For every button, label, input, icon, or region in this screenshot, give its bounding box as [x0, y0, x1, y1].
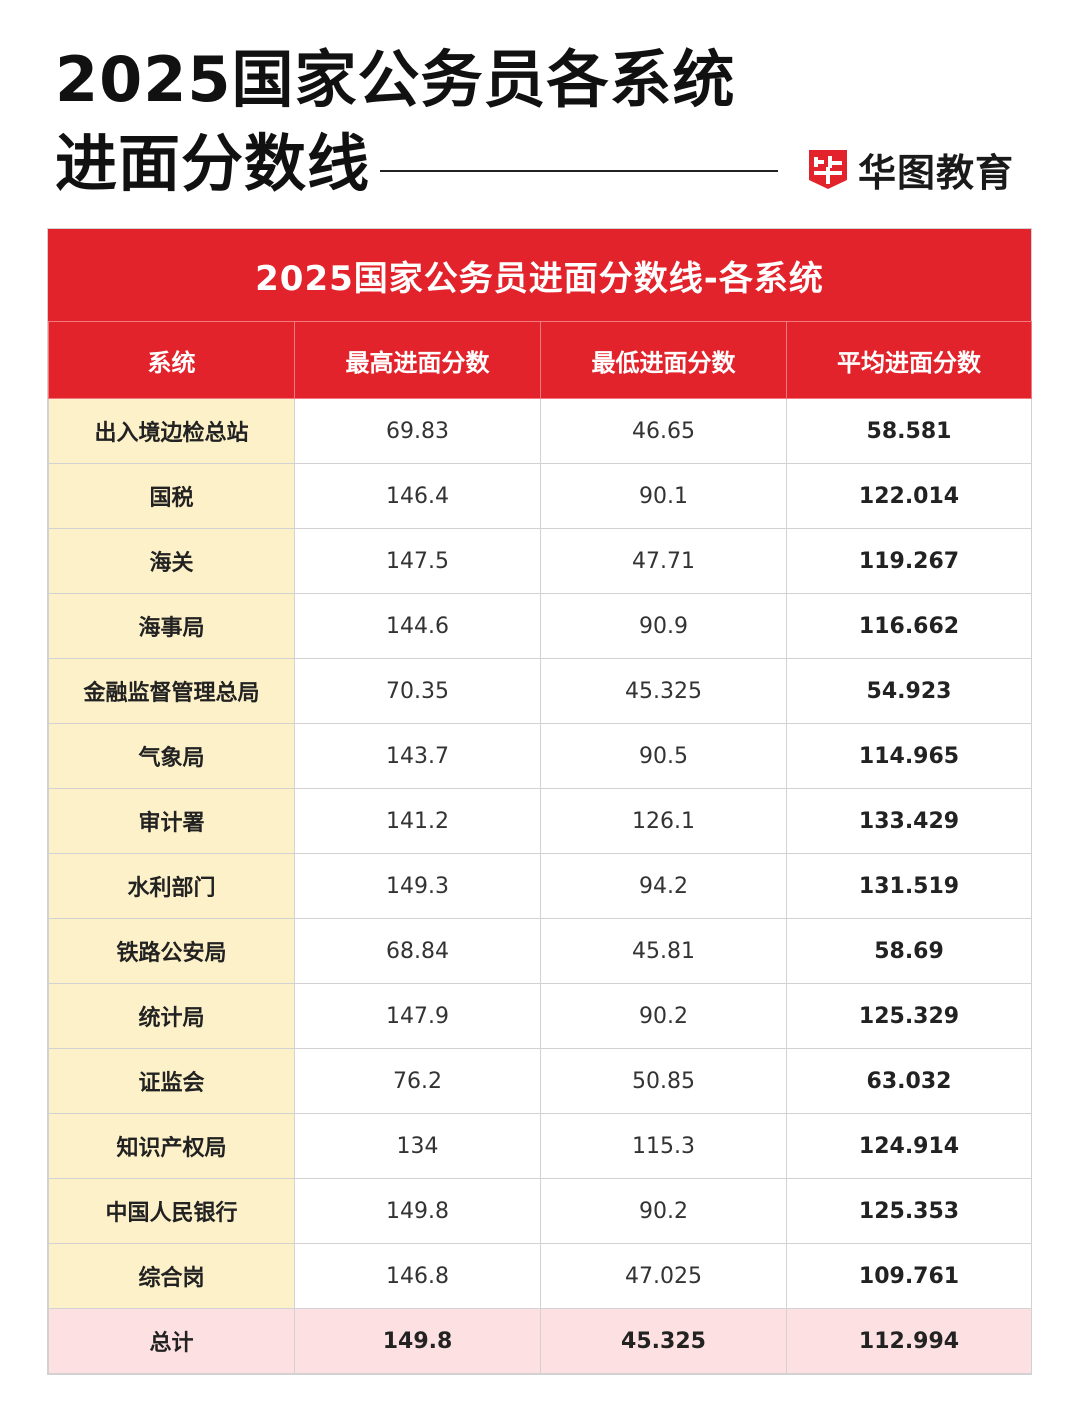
- brand-name: 华图教育: [858, 150, 1015, 195]
- column-header-system: 系统: [48, 321, 295, 399]
- table-caption: 2025国家公务员进面分数线-各系统: [48, 229, 1031, 321]
- min-score-cell: 94.2: [540, 853, 787, 919]
- min-score-cell: 46.65: [540, 398, 787, 464]
- system-cell: 中国人民银行: [48, 1178, 295, 1244]
- title-divider: [380, 170, 778, 172]
- total-avg-cell: 112.994: [786, 1308, 1032, 1374]
- table-row: 证监会 76.2 50.85 63.032: [48, 1048, 1032, 1114]
- table-row: 金融监督管理总局 70.35 45.325 54.923: [48, 658, 1032, 724]
- min-score-cell: 90.2: [540, 983, 787, 1049]
- system-cell: 国税: [48, 463, 295, 529]
- min-score-cell: 47.71: [540, 528, 787, 594]
- total-max-cell: 149.8: [294, 1308, 541, 1374]
- max-score-cell: 144.6: [294, 593, 541, 659]
- max-score-cell: 147.9: [294, 983, 541, 1049]
- avg-score-cell: 124.914: [786, 1113, 1032, 1179]
- avg-score-cell: 54.923: [786, 658, 1032, 724]
- avg-score-cell: 114.965: [786, 723, 1032, 789]
- table-row: 海事局 144.6 90.9 116.662: [48, 593, 1032, 659]
- total-row: 总计 149.8 45.325 112.994: [48, 1308, 1032, 1374]
- min-score-cell: 90.1: [540, 463, 787, 529]
- avg-score-cell: 125.329: [786, 983, 1032, 1049]
- max-score-cell: 146.8: [294, 1243, 541, 1309]
- min-score-cell: 47.025: [540, 1243, 787, 1309]
- system-cell: 海事局: [48, 593, 295, 659]
- avg-score-cell: 122.014: [786, 463, 1032, 529]
- column-header-min: 最低进面分数: [540, 321, 787, 399]
- max-score-cell: 134: [294, 1113, 541, 1179]
- max-score-cell: 141.2: [294, 788, 541, 854]
- avg-score-cell: 119.267: [786, 528, 1032, 594]
- min-score-cell: 45.325: [540, 658, 787, 724]
- table-row: 铁路公安局 68.84 45.81 58.69: [48, 918, 1032, 984]
- system-cell: 铁路公安局: [48, 918, 295, 984]
- min-score-cell: 50.85: [540, 1048, 787, 1114]
- page-title-line-1: 2025国家公务员各系统: [55, 43, 736, 116]
- score-table: 2025国家公务员进面分数线-各系统 系统 最高进面分数 最低进面分数 平均进面…: [47, 228, 1032, 1375]
- table-row: 审计署 141.2 126.1 133.429: [48, 788, 1032, 854]
- max-score-cell: 143.7: [294, 723, 541, 789]
- huatu-logo-icon: [809, 150, 847, 189]
- system-cell: 水利部门: [48, 853, 295, 919]
- page-title: 2025国家公务员各系统 进面分数线: [55, 38, 736, 206]
- table-row: 综合岗 146.8 47.025 109.761: [48, 1243, 1032, 1309]
- system-cell: 证监会: [48, 1048, 295, 1114]
- avg-score-cell: 116.662: [786, 593, 1032, 659]
- table-row: 出入境边检总站 69.83 46.65 58.581: [48, 398, 1032, 464]
- system-cell: 综合岗: [48, 1243, 295, 1309]
- max-score-cell: 76.2: [294, 1048, 541, 1114]
- avg-score-cell: 58.69: [786, 918, 1032, 984]
- system-cell: 知识产权局: [48, 1113, 295, 1179]
- max-score-cell: 146.4: [294, 463, 541, 529]
- table-row: 水利部门 149.3 94.2 131.519: [48, 853, 1032, 919]
- avg-score-cell: 63.032: [786, 1048, 1032, 1114]
- column-header-max: 最高进面分数: [294, 321, 541, 399]
- avg-score-cell: 133.429: [786, 788, 1032, 854]
- avg-score-cell: 131.519: [786, 853, 1032, 919]
- min-score-cell: 115.3: [540, 1113, 787, 1179]
- avg-score-cell: 109.761: [786, 1243, 1032, 1309]
- min-score-cell: 126.1: [540, 788, 787, 854]
- score-grid: 系统 最高进面分数 最低进面分数 平均进面分数 出入境边检总站 69.83 46…: [48, 321, 1032, 1374]
- system-cell: 统计局: [48, 983, 295, 1049]
- min-score-cell: 90.5: [540, 723, 787, 789]
- column-header-avg: 平均进面分数: [786, 321, 1032, 399]
- max-score-cell: 147.5: [294, 528, 541, 594]
- table-row: 气象局 143.7 90.5 114.965: [48, 723, 1032, 789]
- page-title-line-2: 进面分数线: [55, 127, 371, 200]
- table-row: 国税 146.4 90.1 122.014: [48, 463, 1032, 529]
- avg-score-cell: 58.581: [786, 398, 1032, 464]
- max-score-cell: 68.84: [294, 918, 541, 984]
- max-score-cell: 69.83: [294, 398, 541, 464]
- min-score-cell: 45.81: [540, 918, 787, 984]
- system-cell: 海关: [48, 528, 295, 594]
- avg-score-cell: 125.353: [786, 1178, 1032, 1244]
- min-score-cell: 90.2: [540, 1178, 787, 1244]
- system-cell: 金融监督管理总局: [48, 658, 295, 724]
- system-cell: 出入境边检总站: [48, 398, 295, 464]
- total-min-cell: 45.325: [540, 1308, 787, 1374]
- table-row: 中国人民银行 149.8 90.2 125.353: [48, 1178, 1032, 1244]
- system-cell: 审计署: [48, 788, 295, 854]
- max-score-cell: 149.8: [294, 1178, 541, 1244]
- table-row: 知识产权局 134 115.3 124.914: [48, 1113, 1032, 1179]
- table-row: 海关 147.5 47.71 119.267: [48, 528, 1032, 594]
- table-row: 统计局 147.9 90.2 125.329: [48, 983, 1032, 1049]
- total-label-cell: 总计: [48, 1308, 295, 1374]
- max-score-cell: 149.3: [294, 853, 541, 919]
- system-cell: 气象局: [48, 723, 295, 789]
- min-score-cell: 90.9: [540, 593, 787, 659]
- header-row: 系统 最高进面分数 最低进面分数 平均进面分数: [48, 321, 1032, 399]
- brand: 华图教育: [806, 146, 1014, 195]
- max-score-cell: 70.35: [294, 658, 541, 724]
